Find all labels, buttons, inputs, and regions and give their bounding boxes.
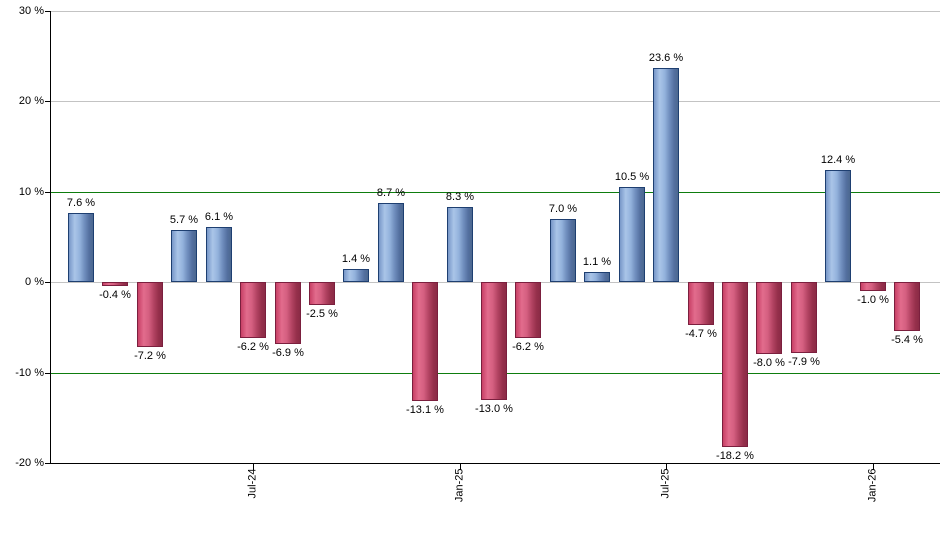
bar-value-label: -6.2 % [237, 341, 269, 353]
bar-positive [825, 170, 851, 282]
bar-value-label: -13.1 % [406, 404, 444, 416]
bar-negative [137, 282, 163, 347]
bar-value-label: -0.4 % [99, 289, 131, 301]
y-tick-label: 30 % [18, 5, 44, 17]
bar-negative [515, 282, 541, 338]
bar-positive [68, 213, 94, 282]
bar-value-label: -6.9 % [272, 347, 304, 359]
bar-positive [584, 272, 610, 282]
bar-value-label: 23.6 % [648, 52, 684, 64]
bar-negative [481, 282, 507, 400]
y-tick [45, 373, 50, 374]
bar-positive [619, 187, 645, 282]
bar-value-label: 1.4 % [341, 253, 371, 265]
bar-positive [343, 269, 369, 282]
bar-value-label: -18.2 % [716, 450, 754, 462]
gray-gridline [50, 11, 940, 12]
y-tick-label: 0 % [25, 276, 44, 288]
bar-positive [206, 227, 232, 282]
bar-negative [275, 282, 301, 344]
bar-value-label: -6.2 % [512, 341, 544, 353]
y-tick [45, 101, 50, 102]
bar-value-label: -4.7 % [685, 328, 717, 340]
y-tick-label: -10 % [15, 367, 44, 379]
bar-value-label: 10.5 % [614, 171, 650, 183]
x-axis-line [50, 463, 940, 464]
bar-value-label: 8.3 % [445, 191, 475, 203]
bar-value-label: 5.7 % [169, 214, 199, 226]
x-tick-label: Jul-24 [246, 468, 259, 499]
bar-negative [102, 282, 128, 286]
bar-negative [722, 282, 748, 447]
bar-positive [447, 207, 473, 282]
bar-value-label: 1.1 % [582, 256, 612, 268]
bar-value-label: 6.1 % [204, 211, 234, 223]
bar-negative [309, 282, 335, 305]
bar-value-label: 12.4 % [820, 154, 856, 166]
bar-value-label: 7.6 % [66, 197, 96, 209]
bar-negative [894, 282, 920, 331]
bar-value-label: -1.0 % [857, 294, 889, 306]
bar-value-label: 8.7 % [376, 187, 406, 199]
y-tick [45, 282, 50, 283]
bar-positive [653, 68, 679, 282]
bar-positive [550, 219, 576, 282]
bar-value-label: -7.2 % [134, 350, 166, 362]
y-tick [45, 463, 50, 464]
x-tick-label: Jan-26 [866, 468, 879, 503]
x-tick [666, 464, 667, 470]
x-tick [253, 464, 254, 470]
gray-gridline [50, 101, 940, 102]
y-tick [45, 11, 50, 12]
bar-value-label: -2.5 % [306, 308, 338, 320]
bar-positive [378, 203, 404, 282]
bar-negative [688, 282, 714, 325]
bar-value-label: -5.4 % [891, 334, 923, 346]
bar-negative [791, 282, 817, 353]
y-tick-label: -20 % [15, 457, 44, 469]
x-tick-label: Jul-25 [659, 468, 672, 499]
bar-negative [860, 282, 886, 291]
y-tick-label: 20 % [18, 95, 44, 107]
bar-negative [412, 282, 438, 401]
y-tick [45, 192, 50, 193]
y-axis-line [50, 11, 51, 464]
bar-value-label: -8.0 % [753, 357, 785, 369]
bar-value-label: -13.0 % [475, 403, 513, 415]
x-tick-label: Jan-25 [453, 468, 466, 503]
bar-value-label: -7.9 % [788, 356, 820, 368]
green-gridline [50, 192, 940, 193]
bar-value-label: 7.0 % [548, 203, 578, 215]
bar-positive [171, 230, 197, 282]
x-tick [873, 464, 874, 470]
bar-negative [240, 282, 266, 338]
bar-negative [756, 282, 782, 354]
y-tick-label: 10 % [18, 186, 44, 198]
x-tick [460, 464, 461, 470]
